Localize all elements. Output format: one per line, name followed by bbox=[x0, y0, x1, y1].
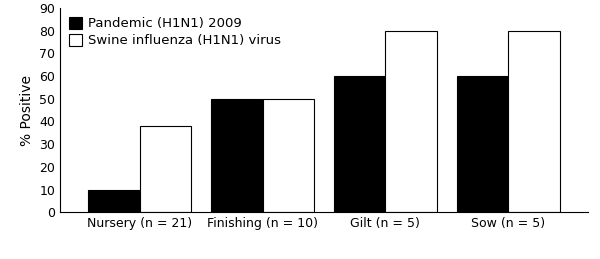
Bar bbox=[211, 99, 263, 212]
Bar bbox=[140, 126, 191, 212]
Bar bbox=[457, 76, 508, 212]
Bar bbox=[88, 190, 140, 212]
Bar bbox=[334, 76, 385, 212]
Bar bbox=[508, 31, 560, 212]
Bar bbox=[385, 31, 437, 212]
Y-axis label: % Positive: % Positive bbox=[20, 75, 34, 146]
Legend: Pandemic (H1N1) 2009, Swine influenza (H1N1) virus: Pandemic (H1N1) 2009, Swine influenza (H… bbox=[67, 14, 283, 50]
Bar bbox=[263, 99, 314, 212]
